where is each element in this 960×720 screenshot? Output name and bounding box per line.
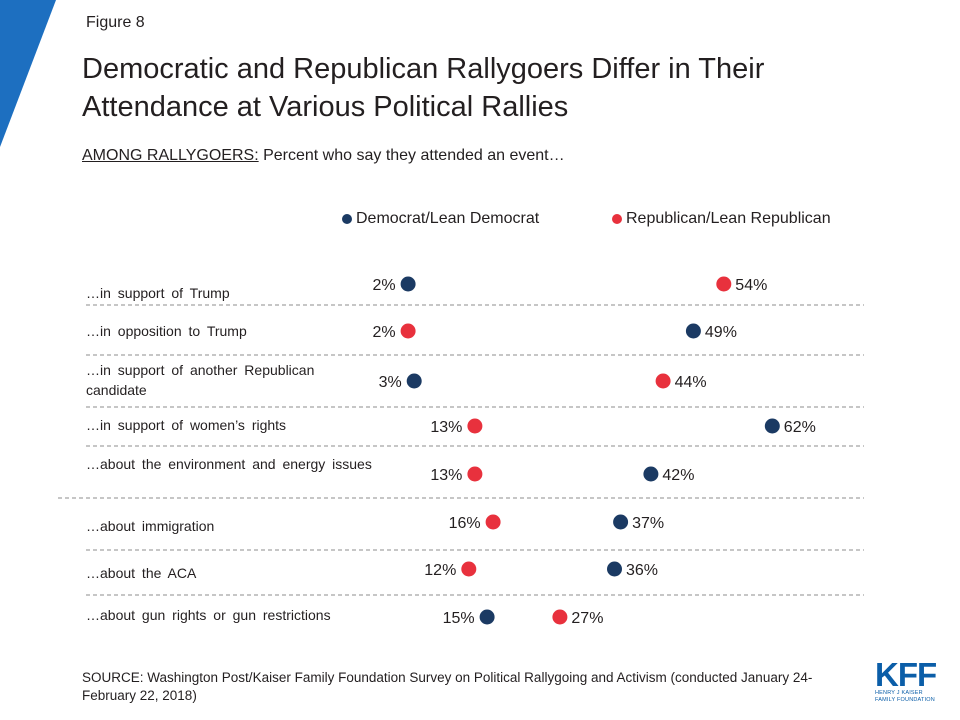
row-label-immigration: …about immigration: [86, 518, 215, 534]
democrat-point: [685, 323, 701, 339]
democrat-data-label: 36%: [626, 562, 658, 579]
democrat-data-label: 49%: [705, 324, 737, 341]
kff-logo: KFF HENRY J KAISER FAMILY FOUNDATION: [875, 656, 947, 704]
republican-point: [467, 466, 483, 482]
democrat-point: [400, 276, 416, 292]
row-label-gun-rights: …about gun rights or gun restrictions: [86, 607, 331, 623]
democrat-point: [479, 609, 495, 625]
republican-data-label: 13%: [430, 467, 462, 484]
legend-democrat-label: Democrat/Lean Democrat: [356, 210, 540, 227]
chart-subtitle: AMONG RALLYGOERS: Percent who say they a…: [82, 147, 565, 165]
republican-data-label: 16%: [449, 515, 481, 532]
republican-point: [716, 276, 732, 292]
legend-republican: Republican/Lean Republican: [612, 210, 831, 228]
democrat-data-label: 3%: [379, 374, 402, 391]
republican-data-label: 27%: [571, 610, 603, 627]
democrat-data-label: 42%: [662, 467, 694, 484]
source-note: SOURCE: Washington Post/Kaiser Family Fo…: [82, 670, 813, 703]
figure-label: Figure 8: [86, 14, 145, 31]
republican-data-label: 13%: [430, 419, 462, 436]
legend-democrat: Democrat/Lean Democrat: [342, 210, 539, 228]
row-label-aca: …about the ACA: [86, 565, 197, 581]
logo-wordmark: KFF: [875, 656, 937, 693]
legend-republican-label: Republican/Lean Republican: [626, 210, 831, 227]
republican-data-label: 12%: [424, 562, 456, 579]
republican-data-label: 44%: [675, 374, 707, 391]
row-label-environment: …about the environment and energy issues: [86, 456, 372, 472]
row-label-womens-rights: …in support of women’s rights: [86, 417, 287, 433]
republican-data-label: 54%: [735, 277, 767, 294]
legend-democrat-marker: [342, 214, 352, 224]
row-label-opposition-trump: …in opposition to Trump: [86, 323, 247, 339]
corner-accent: [0, 0, 56, 147]
democrat-data-label: 2%: [372, 277, 395, 294]
democrat-point: [613, 514, 629, 530]
democrat-data-label: 37%: [632, 515, 664, 532]
row-label-another-republican: …in support of another Republican candid…: [86, 362, 315, 398]
democrat-point: [643, 466, 659, 482]
row-label-support-trump: …in support of Trump: [86, 285, 230, 301]
republican-point: [655, 373, 671, 389]
republican-point: [467, 418, 483, 434]
democrat-point: [764, 418, 780, 434]
democrat-data-label: 15%: [443, 610, 475, 627]
republican-point: [485, 514, 501, 530]
republican-point: [400, 323, 416, 339]
logo-line-2: FAMILY FOUNDATION: [875, 697, 935, 703]
republican-data-label: 2%: [372, 324, 395, 341]
subtitle-lead: AMONG RALLYGOERS:: [82, 147, 259, 164]
democrat-data-label: 62%: [784, 419, 816, 436]
republican-point: [552, 609, 568, 625]
subtitle-rest: Percent who say they attended an event…: [258, 147, 565, 164]
legend-republican-marker: [612, 214, 622, 224]
chart-title: Democratic and Republican Rallygoers Dif…: [82, 53, 765, 123]
logo-line-1: HENRY J KAISER: [875, 690, 923, 696]
republican-point: [461, 561, 477, 577]
democrat-point: [406, 373, 422, 389]
democrat-point: [607, 561, 622, 577]
